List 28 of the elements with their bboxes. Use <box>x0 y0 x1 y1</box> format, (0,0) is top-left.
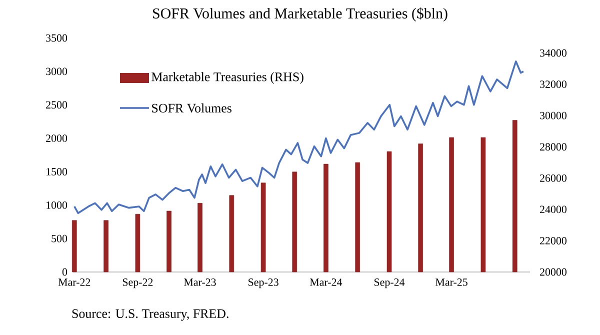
y2-tick-label: 26000 <box>540 174 567 182</box>
x-tick-label: Sep-24 <box>374 278 405 288</box>
y-tick-label: 0 <box>62 268 68 276</box>
source-note: Source: U.S. Treasury, FRED. <box>72 309 228 321</box>
line-series <box>73 60 524 214</box>
y2-tick-label: 24000 <box>540 206 567 214</box>
y-tick-label: 1500 <box>46 168 68 176</box>
y2-tick-label: 30000 <box>540 112 567 120</box>
y-tick-label: 1000 <box>46 201 68 209</box>
x-tick-label: Mar-25 <box>436 278 468 286</box>
y2-tick-label: 20000 <box>540 268 567 276</box>
y2-tick-label: 28000 <box>540 143 567 151</box>
x-tick-label: Mar-23 <box>184 278 216 286</box>
y-tick-label: 2000 <box>46 134 68 142</box>
x-tick-label: Mar-22 <box>58 278 90 286</box>
y-tick-label: 3500 <box>46 34 68 42</box>
y2-tick-label: 22000 <box>540 237 567 244</box>
x-tick-label: Mar-24 <box>310 278 342 286</box>
x-tick-label: Sep-23 <box>248 278 278 288</box>
y-tick-label: 3000 <box>46 68 68 76</box>
y-tick-label: 2500 <box>46 101 68 109</box>
y-tick-label: 500 <box>52 234 68 242</box>
legend-label: Marketable Treasuries (RHS) <box>152 72 304 84</box>
legend-label: SOFR Volumes <box>152 103 232 113</box>
chart-title: SOFR Volumes and Marketable Treasuries ($bln) <box>153 8 448 22</box>
y2-tick-label: 34000 <box>540 49 567 57</box>
x-tick-label: Sep-22 <box>122 278 153 288</box>
y2-tick-label: 32000 <box>540 80 567 88</box>
